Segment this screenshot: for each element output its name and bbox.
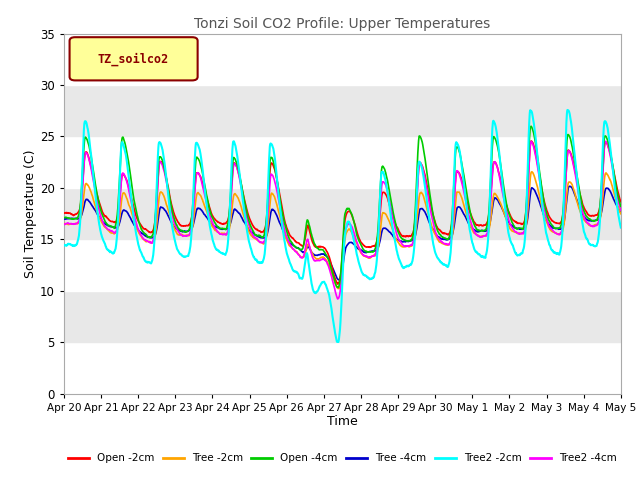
Bar [64, 136, 621, 188]
Bar [64, 85, 621, 136]
Bar [64, 291, 621, 342]
FancyBboxPatch shape [70, 37, 198, 80]
Title: Tonzi Soil CO2 Profile: Upper Temperatures: Tonzi Soil CO2 Profile: Upper Temperatur… [195, 17, 490, 31]
Legend: Open -2cm, Tree -2cm, Open -4cm, Tree -4cm, Tree2 -2cm, Tree2 -4cm: Open -2cm, Tree -2cm, Open -4cm, Tree -4… [63, 449, 621, 468]
Bar [64, 342, 621, 394]
Y-axis label: Soil Temperature (C): Soil Temperature (C) [24, 149, 37, 278]
Bar [64, 240, 621, 291]
Bar [64, 188, 621, 240]
X-axis label: Time: Time [327, 415, 358, 429]
Text: TZ_soilco2: TZ_soilco2 [98, 52, 169, 65]
Bar [64, 34, 621, 85]
